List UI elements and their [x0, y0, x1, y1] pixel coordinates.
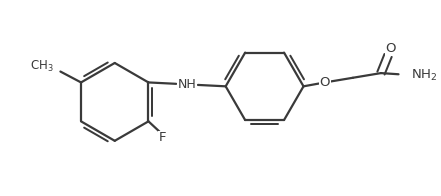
Text: O: O [385, 43, 396, 55]
Text: NH: NH [178, 78, 196, 91]
Text: CH$_3$: CH$_3$ [30, 59, 54, 74]
Text: NH$_2$: NH$_2$ [411, 67, 437, 83]
Text: O: O [320, 76, 330, 89]
Text: F: F [158, 131, 166, 144]
